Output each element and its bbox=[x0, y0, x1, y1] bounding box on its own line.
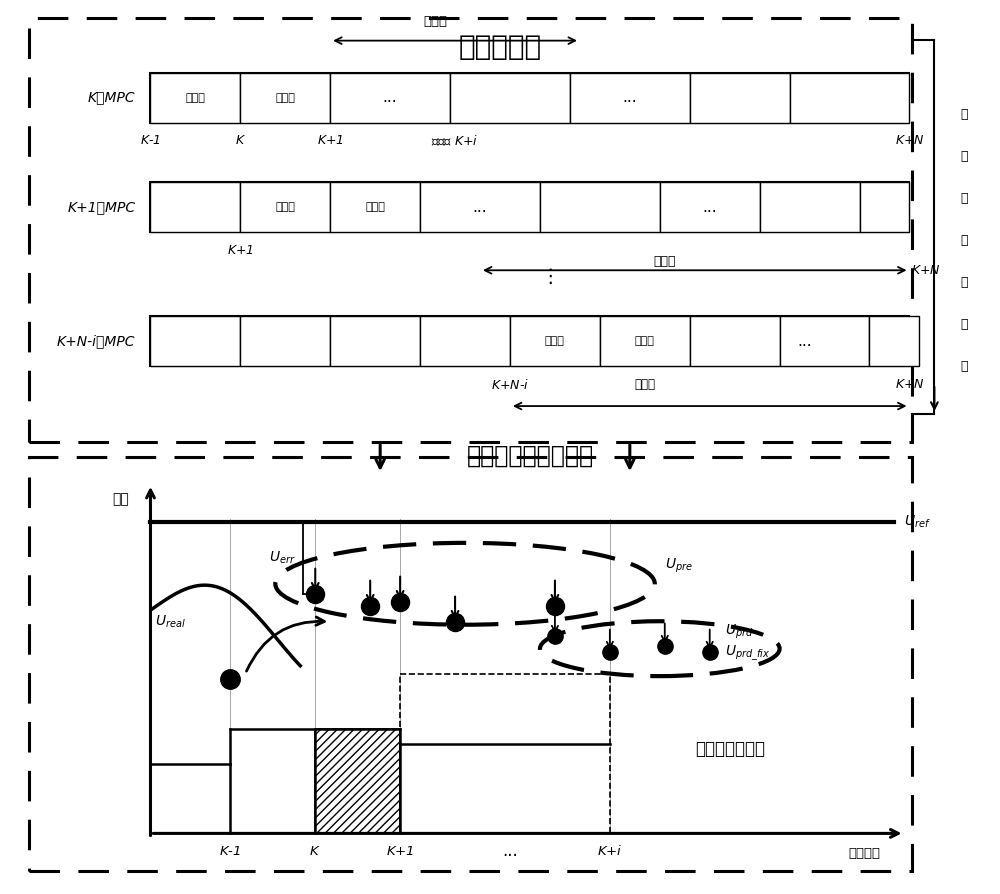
Text: 预测窗: 预测窗 bbox=[423, 14, 447, 28]
Text: $K$+$N$: $K$+$N$ bbox=[895, 378, 924, 391]
Text: 无功源补偿计划: 无功源补偿计划 bbox=[695, 739, 765, 757]
Bar bbox=[660, 182, 760, 232]
Bar bbox=[790, 72, 909, 122]
Text: 预: 预 bbox=[961, 108, 968, 121]
Text: $K$+$N$: $K$+$N$ bbox=[911, 264, 941, 277]
Text: ...: ... bbox=[502, 842, 518, 860]
Text: K时MPC: K时MPC bbox=[88, 90, 136, 105]
Bar bbox=[540, 182, 660, 232]
Bar bbox=[760, 182, 860, 232]
Bar bbox=[150, 182, 909, 232]
Text: 动: 动 bbox=[961, 359, 968, 373]
Text: $K$+$N$: $K$+$N$ bbox=[895, 134, 924, 148]
Bar bbox=[780, 316, 869, 367]
Text: ...: ... bbox=[383, 90, 397, 105]
Text: $K$: $K$ bbox=[235, 134, 246, 148]
Text: 向: 向 bbox=[961, 234, 968, 247]
Text: 预测误差动态校正层: 预测误差动态校正层 bbox=[466, 444, 594, 468]
Bar bbox=[240, 72, 330, 122]
Bar bbox=[869, 316, 919, 367]
Text: $K$-1: $K$-1 bbox=[219, 845, 241, 858]
Text: 前: 前 bbox=[961, 275, 968, 289]
Text: 控制域: 控制域 bbox=[634, 378, 655, 391]
Text: 控制域: 控制域 bbox=[635, 336, 655, 346]
Text: $K$+$N$-$i$: $K$+$N$-$i$ bbox=[491, 378, 529, 392]
Bar bbox=[150, 316, 909, 367]
Bar bbox=[150, 72, 909, 122]
Text: $K$+$i$: $K$+$i$ bbox=[597, 844, 623, 858]
Text: 滚动优化层: 滚动优化层 bbox=[458, 32, 542, 61]
Bar bbox=[510, 316, 600, 367]
Text: 电压: 电压 bbox=[112, 492, 129, 506]
Text: $U_{prd}$: $U_{prd}$ bbox=[725, 622, 753, 641]
Text: 预测窗 $K$+$i$: 预测窗 $K$+$i$ bbox=[431, 134, 479, 148]
Bar bbox=[315, 729, 400, 833]
Bar bbox=[330, 316, 420, 367]
Text: ...: ... bbox=[623, 90, 637, 105]
Text: K+N-i时MPC: K+N-i时MPC bbox=[57, 334, 136, 348]
Text: $K$+1: $K$+1 bbox=[386, 845, 414, 858]
Text: 时间序列: 时间序列 bbox=[848, 847, 880, 860]
Text: $U_{pre}$: $U_{pre}$ bbox=[665, 557, 693, 575]
Text: $K$: $K$ bbox=[309, 845, 321, 858]
Text: $K$+1: $K$+1 bbox=[317, 134, 344, 148]
Bar bbox=[150, 72, 240, 122]
Text: ...: ... bbox=[797, 333, 812, 349]
Text: ...: ... bbox=[473, 200, 487, 215]
Bar bbox=[690, 72, 790, 122]
Text: $U_{prd\_fix}$: $U_{prd\_fix}$ bbox=[725, 644, 770, 663]
Text: 调度域: 调度域 bbox=[275, 202, 295, 213]
Bar bbox=[420, 316, 510, 367]
Text: 预测窗: 预测窗 bbox=[654, 256, 676, 268]
Text: 窗: 窗 bbox=[961, 192, 968, 205]
Bar bbox=[860, 182, 909, 232]
Text: 测: 测 bbox=[961, 150, 968, 163]
Bar bbox=[450, 72, 570, 122]
Text: $K$-1: $K$-1 bbox=[140, 134, 161, 148]
Bar bbox=[690, 316, 780, 367]
Bar bbox=[600, 316, 690, 367]
Text: ⋮: ⋮ bbox=[540, 266, 560, 286]
Text: $U_{ref}$: $U_{ref}$ bbox=[904, 514, 931, 530]
Bar bbox=[240, 316, 330, 367]
Text: 滚: 滚 bbox=[961, 317, 968, 331]
Text: $U_{err}$: $U_{err}$ bbox=[269, 550, 295, 566]
Bar bbox=[330, 72, 450, 122]
Bar bbox=[330, 182, 420, 232]
Bar bbox=[150, 316, 240, 367]
Text: ...: ... bbox=[702, 200, 717, 215]
Text: $K$+1: $K$+1 bbox=[227, 244, 254, 257]
Text: 控制域: 控制域 bbox=[275, 93, 295, 103]
Text: 调度域: 调度域 bbox=[185, 93, 205, 103]
Bar bbox=[150, 182, 240, 232]
Text: K+1时MPC: K+1时MPC bbox=[67, 200, 136, 215]
Bar bbox=[570, 72, 690, 122]
Text: 控制域: 控制域 bbox=[365, 202, 385, 213]
Text: $U_{real}$: $U_{real}$ bbox=[155, 613, 186, 630]
Bar bbox=[240, 182, 330, 232]
Text: 调度域: 调度域 bbox=[545, 336, 565, 346]
Bar bbox=[420, 182, 540, 232]
